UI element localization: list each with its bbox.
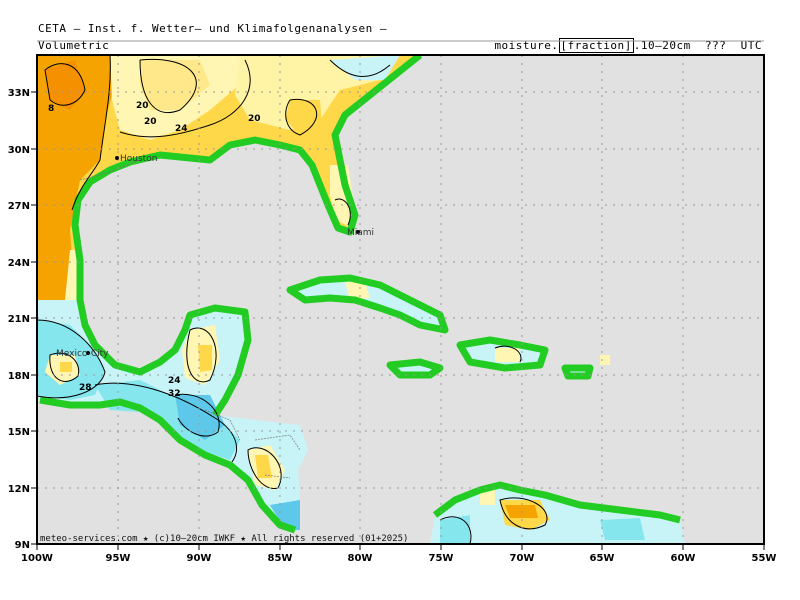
contour-label: 20 — [144, 117, 157, 127]
axis-ticks — [31, 91, 765, 550]
y-tick-label: 18N — [8, 371, 30, 382]
x-tick-label: 65W — [590, 553, 615, 564]
y-axis-labels: 9N 12N 15N 18N 21N 24N 27N 30N 33N — [8, 88, 30, 551]
x-tick-label: 90W — [187, 553, 212, 564]
x-tick-label: 75W — [429, 553, 454, 564]
y-tick-label: 15N — [8, 427, 30, 438]
x-tick-label: 80W — [348, 553, 373, 564]
country-borders — [79, 159, 301, 479]
map-title: CETA — Inst. f. Wetter— und Klimafolgena… — [38, 22, 388, 35]
contour-labels: 8 20 20 24 20 28 24 32 — [48, 101, 261, 399]
contour-label: 32 — [168, 389, 181, 399]
city-dot-miami — [356, 230, 360, 234]
contour-label: 20 — [136, 101, 149, 111]
x-axis-labels: 100W 95W 90W 85W 80W 75W 70W 65W 60W 55W — [21, 553, 776, 564]
city-label-mexico-city: Mexico-City — [56, 349, 109, 359]
field-level-time: .10—20cm ??? UTC — [633, 39, 762, 52]
city-markers: Houston Miami Mexico-City — [56, 154, 374, 359]
x-tick-label: 70W — [510, 553, 535, 564]
map-body: Houston Miami Mexico-City 8 20 20 24 20 … — [37, 55, 764, 544]
map-frame — [36, 54, 765, 545]
city-dot-mexico-city — [86, 351, 90, 355]
y-tick-label: 21N — [8, 314, 30, 325]
x-tick-label: 55W — [752, 553, 777, 564]
contour-label: 20 — [248, 114, 261, 124]
x-tick-label: 60W — [671, 553, 696, 564]
field-units-box: [fraction] — [558, 38, 634, 53]
city-label-miami: Miami — [347, 228, 374, 238]
contour-label: 24 — [175, 124, 188, 134]
city-dot-houston — [115, 156, 119, 160]
coastal-fringe — [39, 55, 681, 534]
contour-label: 24 — [168, 376, 181, 386]
moisture-contours — [37, 55, 548, 544]
x-tick-label: 85W — [268, 553, 293, 564]
x-tick-label: 100W — [21, 553, 53, 564]
y-tick-label: 9N — [15, 540, 30, 551]
y-tick-label: 30N — [8, 145, 30, 156]
field-units-label: moisture. [fraction] .10—20cm ??? UTC — [494, 38, 762, 53]
y-tick-label: 12N — [8, 484, 30, 495]
grid-lines — [37, 55, 764, 544]
contour-label: 28 — [79, 383, 92, 393]
copyright-footer: meteo-services.com ★ (c)10—20cm IWKF ★ A… — [40, 534, 408, 544]
x-tick-label: 95W — [106, 553, 131, 564]
field-name-label: Volumetric — [38, 39, 110, 52]
city-label-houston: Houston — [120, 154, 157, 164]
y-tick-label: 33N — [8, 88, 30, 99]
y-tick-label: 27N — [8, 201, 30, 212]
field-variable: moisture. — [494, 39, 559, 52]
contour-label: 8 — [48, 104, 54, 114]
y-tick-label: 24N — [8, 258, 30, 269]
